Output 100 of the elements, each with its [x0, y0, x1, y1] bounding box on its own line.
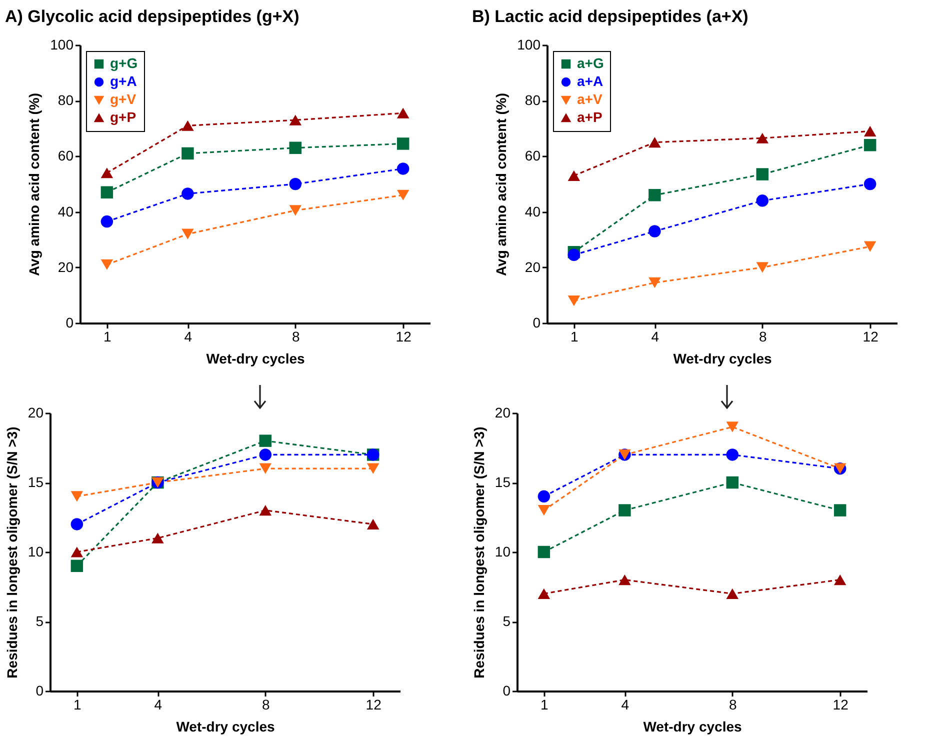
point	[182, 147, 194, 160]
x-tick-label: 4	[651, 328, 660, 344]
point	[648, 225, 661, 238]
x-tick-label: 1	[570, 328, 579, 344]
point	[70, 560, 84, 572]
y-tick-label: 20	[494, 404, 511, 420]
point	[259, 448, 272, 461]
y-tick-label: 60	[524, 148, 541, 164]
x-tick-label: 12	[396, 328, 412, 344]
point	[396, 138, 410, 150]
x-tick-label: 8	[292, 328, 300, 344]
point	[70, 546, 84, 558]
point	[648, 277, 661, 288]
point	[182, 188, 194, 200]
x-tick-label: 4	[154, 696, 162, 712]
point	[726, 588, 739, 600]
x-axis-title: Wet-dry cycles	[673, 350, 772, 366]
point	[726, 422, 739, 432]
y-tick-label: 0	[502, 682, 511, 698]
point	[182, 228, 194, 240]
point	[538, 504, 550, 516]
point	[259, 434, 272, 447]
point	[289, 205, 302, 216]
y-axis-title: Residues in longest oligomer (S/N >3)	[470, 426, 487, 678]
point	[756, 168, 769, 180]
legend-label: g+V	[110, 91, 137, 107]
point	[70, 491, 84, 502]
point	[152, 532, 164, 544]
y-tick-label: 0	[36, 682, 44, 698]
x-tick-label: 8	[758, 328, 767, 344]
y-tick-label: 15	[494, 474, 511, 490]
y-tick-label: 80	[524, 92, 541, 108]
y-tick-label: 40	[524, 203, 541, 220]
point	[864, 138, 876, 152]
point	[289, 114, 302, 126]
y-tick-label: 5	[502, 613, 511, 629]
point	[648, 188, 661, 202]
x-tick-label: 8	[728, 696, 737, 712]
y-tick-label: 40	[58, 203, 74, 220]
point	[648, 136, 661, 148]
point	[538, 490, 550, 503]
y-tick-label: 5	[36, 613, 44, 629]
point	[100, 186, 114, 198]
legend-label: g+A	[110, 73, 137, 89]
point	[568, 248, 580, 261]
point	[864, 241, 876, 252]
y-tick-label: 0	[532, 314, 541, 330]
x-tick-label: 12	[832, 696, 849, 712]
x-tick-label: 8	[262, 696, 270, 712]
point	[726, 476, 739, 489]
x-tick-label: 1	[74, 696, 82, 712]
point	[726, 448, 739, 461]
point	[396, 190, 410, 200]
point	[100, 215, 114, 228]
point	[100, 259, 114, 270]
point	[259, 463, 272, 474]
point	[538, 588, 550, 600]
point	[396, 162, 410, 175]
point	[366, 463, 380, 474]
chart-title: A) Glycolic acid depsipeptides (g+X)	[5, 7, 300, 26]
legend-label: a+A	[577, 73, 604, 89]
y-tick-label: 0	[66, 314, 74, 330]
y-tick-label: 10	[28, 544, 44, 560]
y-tick-label: 80	[58, 92, 74, 108]
point	[366, 518, 380, 530]
x-tick-label: 4	[621, 696, 630, 712]
point	[834, 574, 846, 586]
x-tick-label: 12	[862, 328, 879, 344]
y-axis-title: Avg amino acid content (%)	[26, 92, 42, 276]
point	[568, 170, 580, 181]
x-axis-title: Wet-dry cycles	[643, 718, 742, 734]
x-tick-label: 1	[104, 328, 112, 344]
point	[182, 120, 194, 131]
y-tick-label: 20	[524, 258, 541, 275]
point	[756, 132, 769, 144]
y-tick-label: 100	[517, 36, 541, 52]
point	[100, 168, 114, 178]
point	[756, 194, 769, 207]
y-tick-label: 10	[494, 544, 511, 560]
y-axis-title: Residues in longest oligomer (S/N >3)	[4, 426, 20, 678]
legend-label: a+P	[577, 109, 602, 125]
x-tick-label: 1	[540, 696, 549, 712]
point	[864, 178, 876, 190]
x-axis-title: Wet-dry cycles	[176, 718, 275, 734]
point	[568, 295, 580, 306]
y-tick-label: 60	[58, 148, 74, 164]
legend-label: a+V	[577, 91, 603, 107]
chart-title: B) Lactic acid depsipeptides (a+X)	[472, 7, 748, 26]
y-tick-label: 100	[50, 36, 74, 52]
point	[834, 504, 846, 516]
x-tick-label: 4	[184, 328, 192, 344]
point	[396, 108, 410, 118]
point	[618, 574, 631, 586]
y-tick-label: 20	[28, 404, 44, 420]
point	[618, 504, 631, 516]
x-tick-label: 12	[366, 696, 382, 712]
point	[289, 178, 302, 190]
point	[538, 546, 550, 558]
point	[70, 518, 84, 530]
y-axis-title: Avg amino acid content (%)	[493, 92, 510, 276]
